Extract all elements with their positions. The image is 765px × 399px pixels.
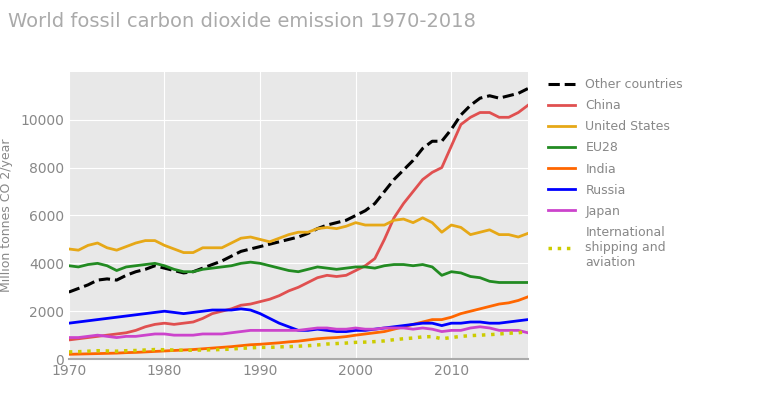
Legend: Other countries, China, United States, EU28, India, Russia, Japan, International: Other countries, China, United States, E…: [548, 78, 683, 269]
Text: World fossil carbon dioxide emission 1970-2018: World fossil carbon dioxide emission 197…: [8, 12, 476, 31]
Y-axis label: Million tonnes CO 2/year: Million tonnes CO 2/year: [0, 139, 13, 292]
